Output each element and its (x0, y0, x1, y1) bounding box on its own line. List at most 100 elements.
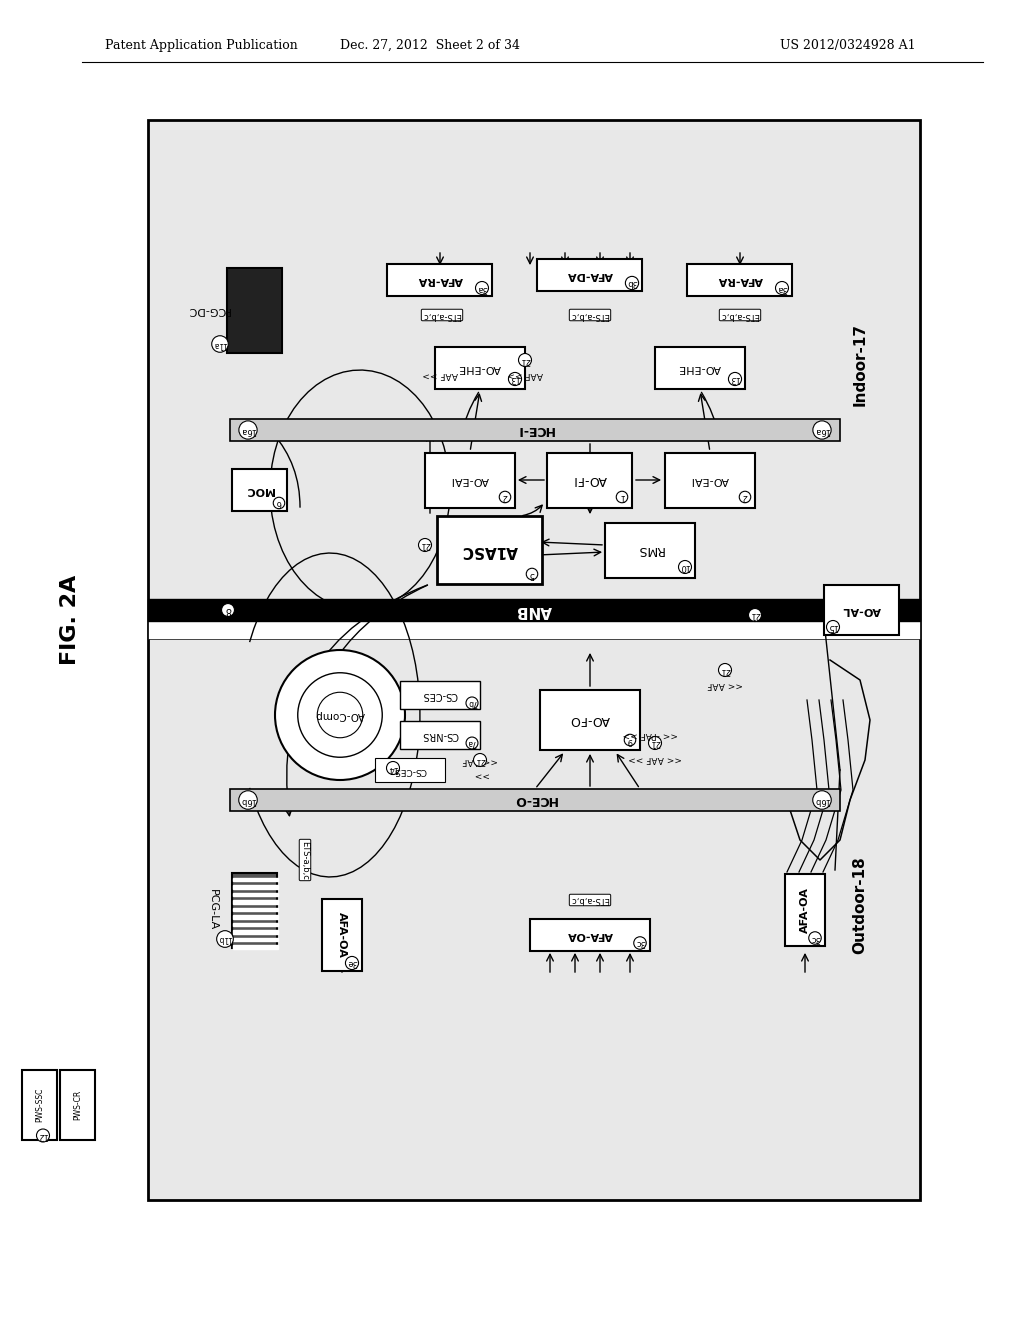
Text: << -PAF >>: << -PAF >> (623, 730, 678, 739)
Bar (232, 873, 278, 948)
Text: RMS: RMS (636, 544, 664, 557)
Text: 15: 15 (827, 623, 839, 631)
Text: 16b: 16b (814, 796, 830, 804)
Bar (233, 878, 278, 880)
Bar (437, 516, 542, 583)
Text: 2: 2 (503, 492, 508, 502)
Text: 5: 5 (529, 569, 535, 578)
Text: AO-EHE: AO-EHE (679, 363, 721, 374)
Bar (547, 453, 632, 508)
Text: Patent Application Publication: Patent Application Publication (105, 38, 298, 51)
Text: AO-FO: AO-FO (570, 714, 610, 726)
Text: ETS-a,b,c: ETS-a,b,c (570, 310, 609, 319)
Text: CS-CES: CS-CES (422, 690, 458, 700)
Text: 9: 9 (628, 735, 633, 744)
Text: 3c: 3c (810, 933, 820, 942)
Text: AFA-OA: AFA-OA (800, 887, 810, 933)
Bar (400, 721, 480, 748)
Text: PWS-CR: PWS-CR (74, 1090, 83, 1121)
Text: ETS-a,b,c: ETS-a,b,c (300, 841, 309, 879)
Text: 3b: 3b (627, 279, 637, 288)
Text: CS-CES: CS-CES (393, 766, 426, 775)
Text: 3e: 3e (347, 958, 357, 968)
Text: ETS-a,b,c: ETS-a,b,c (570, 895, 609, 904)
Bar (22, 1071, 57, 1140)
Text: 12: 12 (38, 1131, 48, 1140)
Bar (785, 874, 825, 946)
Text: AFA-OA: AFA-OA (567, 931, 613, 940)
Bar (230, 789, 840, 810)
Text: PWS-SSC: PWS-SSC (36, 1088, 44, 1122)
Text: AO-AL: AO-AL (843, 605, 882, 615)
Bar (824, 585, 899, 635)
Bar (387, 264, 492, 296)
Bar (425, 453, 515, 508)
Text: Indoor-17: Indoor-17 (853, 323, 867, 407)
Text: 3a: 3a (777, 284, 787, 293)
Text: 11b: 11b (218, 935, 232, 944)
Text: A1ASC: A1ASC (462, 543, 518, 557)
Text: Dec. 27, 2012  Sheet 2 of 34: Dec. 27, 2012 Sheet 2 of 34 (340, 38, 520, 51)
Text: AFA-RA: AFA-RA (418, 275, 463, 285)
Text: ETS-a,b,c: ETS-a,b,c (721, 310, 760, 319)
Bar (233, 945, 278, 949)
Text: 21: 21 (750, 610, 760, 619)
Text: AO-EAI: AO-EAI (451, 475, 489, 484)
Text: Outdoor-18: Outdoor-18 (853, 857, 867, 954)
Bar (232, 469, 287, 511)
Circle shape (298, 673, 382, 758)
Text: ANB: ANB (516, 602, 552, 618)
Bar (540, 690, 640, 750)
Circle shape (317, 692, 362, 738)
Text: >>: >> (472, 771, 487, 780)
Bar (322, 899, 362, 972)
Text: PCG-LA: PCG-LA (208, 890, 218, 931)
Bar (148, 620, 920, 639)
Text: AO-EAI: AO-EAI (691, 475, 729, 484)
Circle shape (275, 649, 406, 780)
Bar (233, 884, 278, 888)
Bar (233, 892, 278, 896)
Text: 11a: 11a (213, 339, 227, 348)
Bar (233, 915, 278, 919)
Bar (233, 900, 278, 903)
Bar (400, 681, 480, 709)
Text: MOC: MOC (246, 484, 274, 495)
Text: 2: 2 (742, 492, 748, 502)
Bar (435, 347, 525, 389)
Bar (148, 120, 920, 1200)
Text: 16b: 16b (240, 796, 256, 804)
Text: AFA-OA: AFA-OA (337, 912, 347, 958)
Bar (233, 923, 278, 927)
Bar (375, 758, 445, 781)
Text: 6: 6 (276, 499, 282, 507)
Bar (233, 931, 278, 933)
Text: 14: 14 (388, 763, 398, 772)
Bar (530, 919, 650, 950)
Bar (665, 453, 755, 508)
Text: AAF >>: AAF >> (422, 371, 458, 380)
Text: 8: 8 (225, 605, 231, 615)
Bar (655, 347, 745, 389)
Text: 1: 1 (620, 492, 625, 502)
Text: AO-FI: AO-FI (573, 474, 607, 487)
Text: 3a: 3a (477, 284, 487, 293)
Bar (537, 259, 642, 290)
Bar (233, 908, 278, 911)
Text: 13: 13 (510, 375, 520, 384)
Bar (60, 1071, 95, 1140)
Text: 16a: 16a (814, 425, 829, 434)
Text: 3c: 3c (635, 939, 645, 948)
Text: HCE-O: HCE-O (513, 793, 557, 807)
Text: 21: 21 (520, 355, 530, 364)
Bar (230, 418, 840, 441)
Text: 10: 10 (680, 562, 690, 572)
Text: 7b: 7b (467, 698, 477, 708)
Text: AFA-RA: AFA-RA (718, 275, 763, 285)
Text: 21: 21 (650, 738, 660, 747)
Bar (148, 599, 920, 620)
Text: 16a: 16a (240, 425, 256, 434)
Text: FIG. 2A: FIG. 2A (60, 576, 80, 665)
Bar (605, 523, 695, 578)
Bar (233, 937, 278, 941)
